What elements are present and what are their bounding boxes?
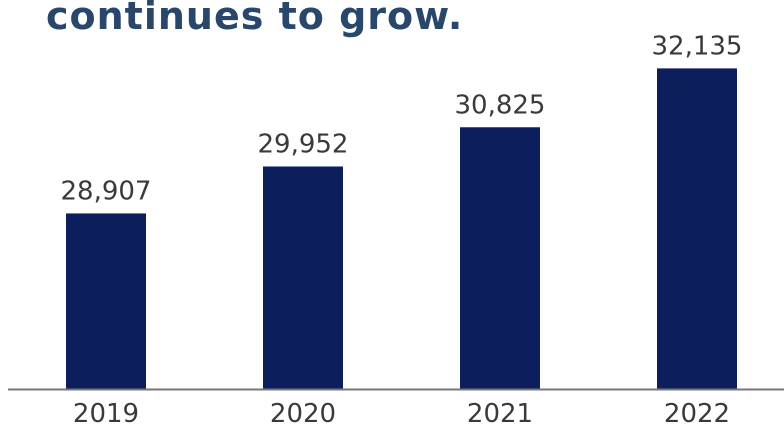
bars-group [66,68,737,389]
bar-2021 [460,127,540,389]
value-label-2020: 29,952 [258,129,349,159]
bar-2022 [657,68,737,389]
bar-2020 [263,166,343,389]
category-label-2022: 2022 [664,399,730,429]
category-labels-group: 2019 2020 2021 2022 [73,399,730,429]
category-label-2019: 2019 [73,399,139,429]
category-label-2021: 2021 [467,399,533,429]
value-label-2021: 30,825 [455,90,546,120]
value-labels-group: 28,907 29,952 30,825 32,135 [61,31,743,206]
value-label-2019: 28,907 [61,176,152,206]
category-label-2020: 2020 [270,399,336,429]
chart-title: continues to grow. [46,0,464,38]
bar-2019 [66,213,146,389]
value-label-2022: 32,135 [652,31,743,61]
